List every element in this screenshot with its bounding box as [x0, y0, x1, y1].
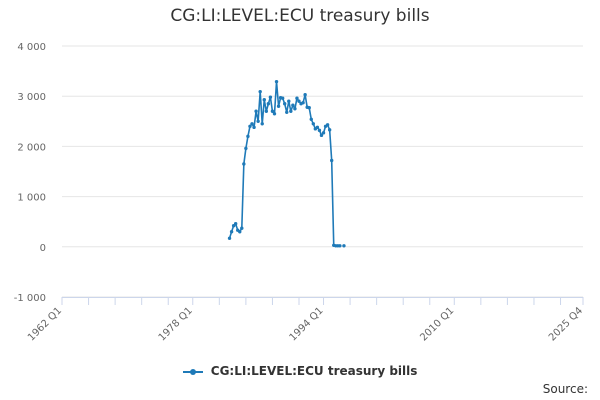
- data-point: [238, 230, 242, 234]
- x-tick-label: 2010 Q1: [418, 305, 456, 343]
- y-tick-label: -1 000: [14, 293, 46, 304]
- data-point: [287, 99, 291, 103]
- data-point: [264, 109, 269, 113]
- series-line: [228, 80, 340, 247]
- data-point: [254, 109, 258, 113]
- data-point: [244, 146, 248, 151]
- data-point: [268, 95, 273, 99]
- x-tick-label: 1978 Q1: [157, 305, 195, 343]
- data-point: [262, 98, 266, 102]
- data-point: [309, 117, 313, 121]
- data-point: [242, 162, 246, 166]
- data-point: [327, 128, 332, 132]
- data-point: [229, 230, 234, 234]
- data-point: [270, 109, 275, 113]
- y-tick-label: 3 000: [17, 92, 46, 103]
- x-tick-label: 1962 Q1: [26, 305, 64, 343]
- x-axis: [61, 297, 584, 305]
- data-point: [293, 107, 297, 111]
- data-point: [315, 125, 320, 130]
- data-point: [338, 244, 342, 248]
- data-point: [295, 96, 299, 100]
- data-point: [246, 134, 250, 139]
- y-tick-label: 1 000: [17, 193, 46, 204]
- data-point: [233, 222, 238, 226]
- data-point: [307, 106, 311, 110]
- data-point: [266, 102, 271, 106]
- data-point: [240, 226, 244, 230]
- data-point: [276, 104, 281, 108]
- legend[interactable]: CG:LI:LEVEL:ECU treasury bills: [0, 364, 600, 378]
- data-point: [285, 110, 289, 114]
- source-label[interactable]: Source:: [542, 382, 588, 396]
- x-tick-label: 2025 Q4: [547, 305, 585, 343]
- data-point: [256, 119, 260, 124]
- legend-marker: [189, 368, 196, 375]
- data-point: [321, 131, 326, 135]
- y-tick-label: 4 000: [17, 42, 46, 53]
- legend-swatch: [182, 367, 203, 377]
- data-point: [258, 89, 262, 94]
- data-point: [272, 112, 277, 116]
- data-point: [280, 96, 285, 100]
- y-tick-label: 2 000: [17, 142, 46, 153]
- data-point: [227, 236, 232, 240]
- data-point: [250, 122, 254, 126]
- data-point: [248, 124, 252, 129]
- grid-layer: [62, 45, 583, 298]
- x-tick-label: 1994 Q1: [288, 305, 326, 343]
- series-layer: [227, 79, 346, 248]
- data-point: [342, 244, 346, 248]
- chart-title: CG:LI:LEVEL:ECU treasury bills: [170, 6, 430, 26]
- data-point: [325, 123, 330, 127]
- data-point: [297, 99, 301, 103]
- data-point: [317, 128, 322, 133]
- legend-label: CG:LI:LEVEL:ECU treasury bills: [210, 364, 418, 378]
- data-point: [291, 103, 295, 107]
- data-point: [319, 133, 324, 138]
- y-tick-label: 0: [40, 243, 46, 254]
- data-point: [274, 79, 279, 84]
- data-point: [329, 158, 334, 163]
- data-point: [289, 109, 293, 113]
- data-point: [303, 92, 307, 97]
- data-point: [311, 122, 316, 126]
- data-point: [301, 101, 305, 105]
- data-point: [260, 122, 264, 126]
- data-point: [283, 102, 287, 106]
- data-point: [252, 125, 256, 130]
